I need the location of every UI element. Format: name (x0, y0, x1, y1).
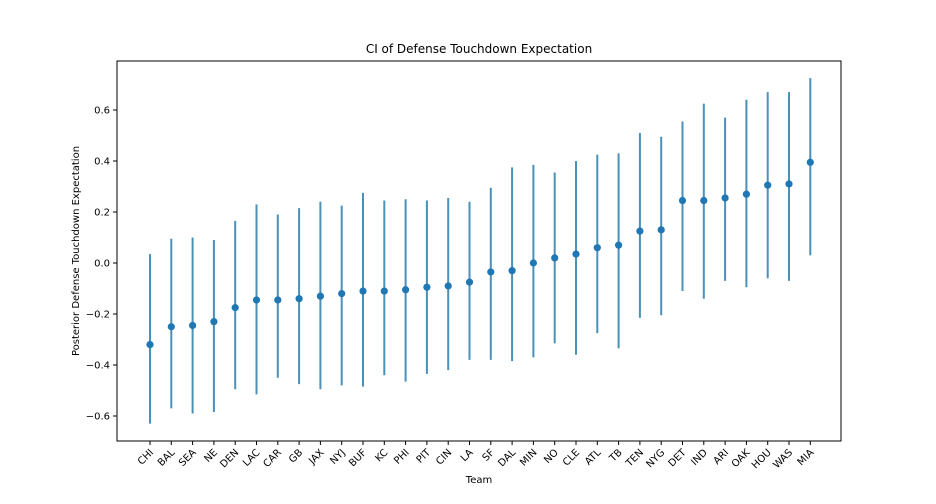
point-lac (252, 296, 261, 304)
y-tick-label: 0.0 (94, 259, 110, 270)
plot-frame (116, 60, 842, 442)
x-tick-label-mia: MIA (796, 447, 817, 468)
x-tick-label-ari: ARI (712, 447, 732, 467)
point-ne (210, 318, 218, 326)
point-kc (380, 287, 388, 295)
x-tick-label-chi: CHI (136, 447, 156, 467)
point-no (551, 254, 559, 262)
point-cle (572, 250, 580, 258)
point-phi (402, 286, 410, 294)
x-tick-label-kc: KC (373, 447, 390, 464)
plot-background (117, 61, 841, 441)
x-tick-label-ind: IND (689, 447, 710, 468)
point-nyj (338, 290, 346, 298)
x-tick-label-jax: JAX (306, 447, 326, 467)
x-axis-label: Team (465, 475, 492, 486)
point-buf (359, 287, 367, 295)
point-was (785, 180, 793, 188)
x-tick-label-cin: CIN (434, 447, 454, 467)
y-tick-label: −0.4 (86, 361, 110, 372)
point-sf (487, 268, 495, 276)
x-tick-label-car: CAR (261, 447, 284, 470)
point-mia (806, 158, 814, 166)
point-det (678, 196, 687, 205)
x-tick-label-sf: SF (481, 447, 498, 464)
x-tick-label-cle: CLE (561, 447, 582, 468)
point-bal (167, 323, 175, 331)
point-ten (636, 227, 644, 235)
x-tick-label-tb: TB (607, 447, 625, 465)
x-tick-label-sea: SEA (177, 447, 199, 469)
point-sea (189, 321, 197, 330)
point-min (529, 259, 538, 267)
point-cin (444, 282, 452, 290)
x-tick-label-atl: ATL (583, 447, 604, 468)
x-tick-label-no: NO (542, 447, 561, 466)
point-gb (295, 295, 303, 303)
point-atl (593, 244, 601, 252)
x-tick-label-was: WAS (771, 447, 795, 471)
x-tick-label-bal: BAL (156, 447, 178, 469)
point-den (231, 304, 239, 312)
point-dal (508, 267, 516, 275)
y-tick-label: 0.4 (94, 157, 110, 168)
x-tick-label-oak: OAK (730, 447, 753, 470)
x-tick-label-gb: GB (287, 447, 305, 465)
point-pit (423, 283, 431, 291)
point-tb (615, 241, 623, 249)
point-jax (316, 292, 324, 300)
point-ind (700, 196, 708, 205)
x-tick-label-nyj: NYJ (328, 447, 347, 466)
y-axis-label: Posterior Defense Touchdown Expectation (71, 146, 82, 356)
x-tick-label-min: MIN (518, 447, 539, 468)
x-tick-label-nyg: NYG (644, 447, 667, 470)
x-tick-label-pit: PIT (415, 447, 434, 466)
x-tick-label-dal: DAL (496, 447, 518, 469)
x-tick-label-la: LA (459, 447, 476, 464)
y-tick-label: −0.2 (86, 310, 110, 321)
x-tick-label-hou: HOU (750, 447, 774, 471)
point-car (274, 296, 282, 304)
chart-title: CI of Defense Touchdown Expectation (366, 42, 592, 56)
x-tick-label-ten: TEN (623, 447, 646, 470)
y-axis: −0.6 −0.4 −0.2 0.0 0.2 0.4 0.6 (86, 106, 117, 423)
point-nyg (657, 226, 665, 234)
y-tick-label: 0.2 (94, 208, 110, 219)
x-tick-label-buf: BUF (347, 447, 369, 469)
point-ari (721, 194, 729, 202)
point-layer (146, 158, 814, 349)
y-tick-label: 0.6 (94, 106, 110, 117)
x-tick-label-den: DEN (218, 447, 241, 470)
y-tick-label: −0.6 (86, 412, 110, 423)
point-oak (742, 190, 751, 198)
x-tick-label-lac: LAC (241, 447, 263, 469)
x-tick-label-det: DET (667, 447, 690, 470)
point-la (465, 278, 474, 286)
point-chi (146, 341, 154, 349)
x-tick-label-phi: PHI (392, 447, 411, 466)
point-hou (764, 181, 772, 189)
